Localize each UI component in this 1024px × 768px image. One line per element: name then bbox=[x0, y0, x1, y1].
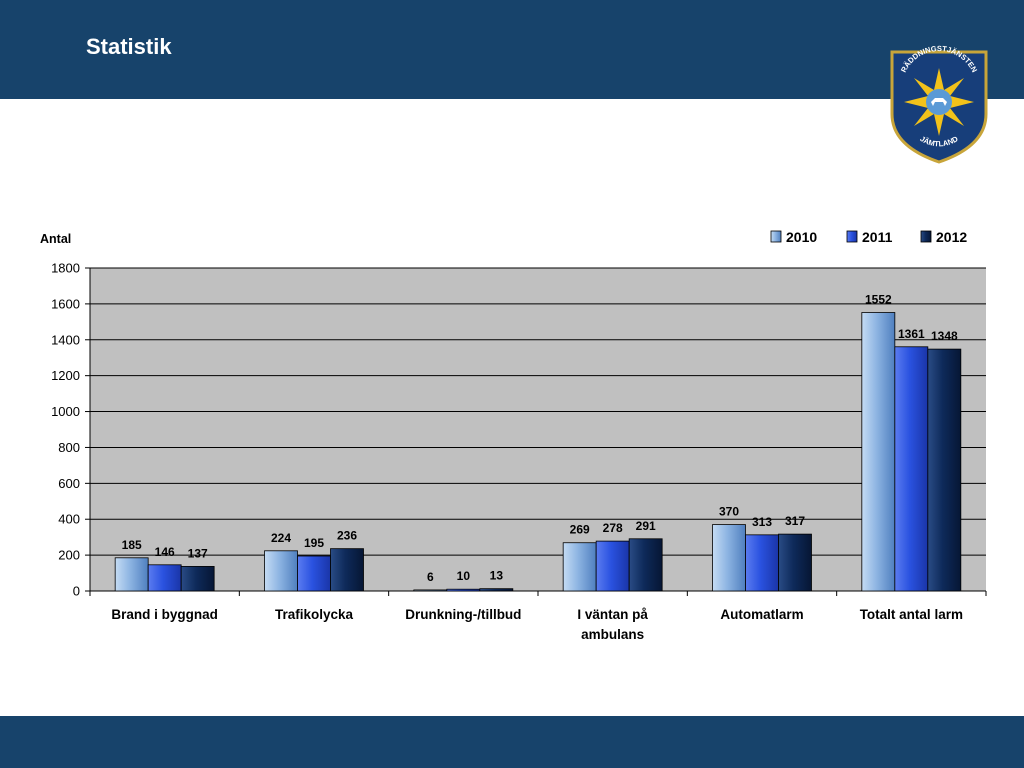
data-label-2011-4: 313 bbox=[752, 515, 772, 529]
legend-label-2010: 2010 bbox=[786, 229, 817, 245]
y-axis-title: Antal bbox=[40, 232, 71, 246]
data-label-2012-4: 317 bbox=[785, 514, 805, 528]
y-tick-label: 1200 bbox=[51, 368, 80, 383]
bar-2012-2 bbox=[479, 588, 514, 592]
bar-2010-2 bbox=[413, 589, 448, 592]
y-tick-label: 1800 bbox=[51, 261, 80, 276]
bar-2011-5 bbox=[894, 346, 929, 592]
y-tick-label: 800 bbox=[58, 440, 80, 455]
y-tick-label: 1000 bbox=[51, 404, 80, 419]
data-label-2011-5: 1361 bbox=[898, 327, 925, 341]
bar-2010-1 bbox=[264, 550, 298, 592]
bar-2012-5 bbox=[927, 348, 962, 592]
data-label-2012-5: 1348 bbox=[931, 329, 958, 343]
y-tick-label: 1400 bbox=[51, 332, 80, 347]
category-labels: Brand i byggnad Trafikolycka Drunkning-/ti… bbox=[111, 607, 963, 642]
y-axis-ticks: 0 200 400 600 800 1000 1200 1400 1600 1800 bbox=[51, 261, 987, 599]
bar-2011-3 bbox=[595, 540, 630, 592]
y-tick-label: 200 bbox=[58, 548, 80, 563]
footer-bar bbox=[0, 716, 1024, 768]
plot-area bbox=[90, 268, 986, 591]
bar-2010-4 bbox=[712, 524, 746, 592]
category-label-4: Automatlarm bbox=[720, 607, 803, 622]
logo-bottom-text: JÄMTLAND bbox=[918, 134, 960, 148]
data-label-2010-3: 269 bbox=[570, 523, 590, 537]
category-label-3: I väntan på ambulans bbox=[577, 607, 648, 642]
bar-2012-3 bbox=[628, 538, 663, 592]
legend-label-2012: 2012 bbox=[936, 229, 967, 245]
data-label-2011-1: 195 bbox=[304, 536, 324, 550]
legend-label-2011: 2011 bbox=[862, 229, 893, 245]
bar-2011-0 bbox=[147, 564, 182, 592]
legend-swatch-2011 bbox=[846, 230, 858, 243]
bar-2012-1 bbox=[330, 548, 364, 592]
data-labels: 185 224 6 269 370 1552 146 195 10 278 313 1361 137 23… bbox=[122, 293, 958, 584]
bar-2011-2 bbox=[446, 588, 481, 592]
data-label-2011-0: 146 bbox=[155, 545, 175, 559]
data-label-2010-0: 185 bbox=[122, 538, 142, 552]
data-label-2010-4: 370 bbox=[719, 505, 739, 519]
y-tick-label: 400 bbox=[58, 512, 80, 527]
slide-title: Statistik bbox=[86, 34, 172, 59]
y-tick-label: 0 bbox=[73, 584, 80, 599]
data-label-2011-2: 10 bbox=[457, 569, 471, 583]
bar-2011-4 bbox=[745, 534, 779, 592]
data-label-2012-0: 137 bbox=[188, 546, 208, 560]
data-label-2010-5: 1552 bbox=[865, 293, 892, 307]
header-bar bbox=[0, 0, 1024, 99]
y-tick-label: 1600 bbox=[51, 296, 80, 311]
data-label-2012-2: 13 bbox=[490, 569, 504, 583]
legend-swatch-2010 bbox=[770, 230, 782, 243]
raddningstjansten-jamtland-logo: RÄDDNINGSTJÄNSTEN JÄMTLAND bbox=[890, 44, 988, 164]
bar-2012-0 bbox=[180, 566, 215, 592]
y-tick-label: 600 bbox=[58, 476, 80, 491]
category-label-5: Totalt antal larm bbox=[860, 607, 963, 622]
bars bbox=[114, 312, 962, 592]
bar-2011-1 bbox=[297, 555, 331, 592]
data-label-2012-1: 236 bbox=[337, 529, 357, 543]
svg-text:JÄMTLAND: JÄMTLAND bbox=[918, 134, 960, 148]
data-label-2012-3: 291 bbox=[636, 519, 656, 533]
bar-2010-3 bbox=[562, 542, 597, 592]
bar-2012-4 bbox=[778, 533, 812, 592]
data-label-2010-1: 224 bbox=[271, 531, 291, 545]
data-label-2011-3: 278 bbox=[603, 521, 623, 535]
data-label-2010-2: 6 bbox=[427, 570, 434, 584]
legend: 2010 2011 2012 bbox=[770, 229, 967, 245]
category-label-1: Trafikolycka bbox=[275, 607, 354, 622]
bar-2010-0 bbox=[114, 557, 149, 592]
legend-swatch-2012 bbox=[920, 230, 932, 243]
bar-2010-5 bbox=[861, 312, 896, 592]
category-label-0: Brand i byggnad bbox=[111, 607, 218, 622]
category-label-2: Drunkning-/tillbud bbox=[405, 607, 521, 622]
